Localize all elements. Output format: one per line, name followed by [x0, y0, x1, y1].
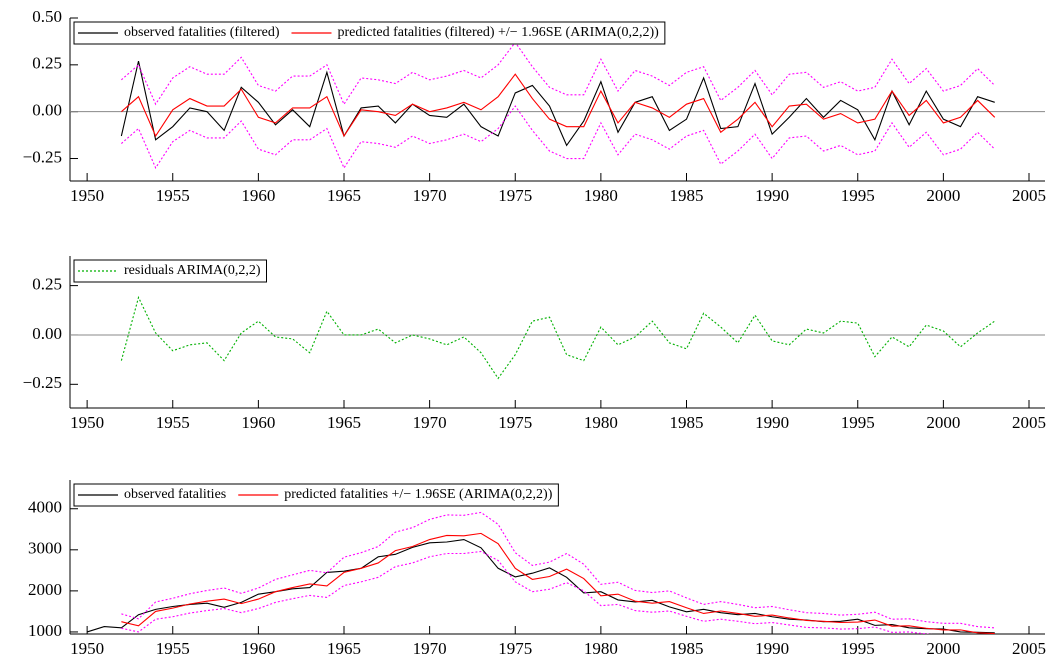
- x-tick-label: 1985: [670, 186, 704, 205]
- legend: residuals ARIMA(0,2,2): [73, 259, 267, 283]
- y-tick-label: 0.00: [32, 324, 62, 343]
- x-tick-label: 1975: [498, 639, 532, 658]
- panel: 1000 2000 3000 4000 1950 1955 1960 1965 1970 1975…: [28, 480, 1046, 658]
- plot-area: [120, 295, 996, 380]
- series-line: [121, 105, 996, 170]
- series-line: [121, 550, 933, 634]
- x-tick-label: 1980: [584, 413, 618, 432]
- x-tick-label: 1995: [841, 639, 875, 658]
- y-tick-label: 0.50: [32, 7, 62, 26]
- x-tick-label: 1990: [755, 639, 789, 658]
- x-tick-label: 2000: [926, 639, 960, 658]
- series-line: [120, 295, 996, 380]
- legend-box: [73, 259, 267, 283]
- y-tick-label: −0.25: [23, 147, 62, 166]
- x-tick-label: 1990: [755, 413, 789, 432]
- x-tick-label: 1960: [241, 186, 275, 205]
- x-tick-label: 2005: [1012, 186, 1046, 205]
- series-line: [120, 60, 995, 147]
- y-tick-label: 4000: [28, 498, 62, 517]
- panel: −0.25 0.00 0.25 1950 1955 1960 1965 1970 1975 198…: [23, 256, 1046, 432]
- y-tick-label: 1000: [28, 621, 62, 640]
- x-tick-label: 1965: [327, 186, 361, 205]
- y-tick-label: 3000: [28, 539, 62, 558]
- x-tick-label: 1995: [841, 186, 875, 205]
- x-tick-label: 2000: [926, 413, 960, 432]
- x-tick-label: 2005: [1012, 639, 1046, 658]
- y-tick-label: 2000: [28, 580, 62, 599]
- series-line: [86, 538, 995, 634]
- x-tick-label: 1970: [413, 186, 447, 205]
- x-tick-label: 1970: [413, 413, 447, 432]
- x-tick-label: 2005: [1012, 413, 1046, 432]
- legend-box: [73, 21, 666, 45]
- y-tick-label: 0.25: [32, 54, 62, 73]
- y-tick-label: −0.25: [23, 373, 62, 392]
- legend: observed fatalities (filtered) predicted …: [73, 21, 666, 45]
- y-tick-label: 0.25: [32, 275, 62, 294]
- series-line: [121, 41, 996, 106]
- x-tick-label: 1985: [670, 639, 704, 658]
- legend-label: observed fatalities: [124, 487, 226, 502]
- x-tick-label: 1980: [584, 186, 618, 205]
- legend-box: [73, 483, 559, 507]
- panel: −0.25 0.00 0.25 0.50 1950 1955 1960 1965 1970 197…: [23, 7, 1046, 205]
- x-tick-label: 1990: [755, 186, 789, 205]
- x-tick-label: 1950: [70, 413, 104, 432]
- series-line: [121, 73, 996, 138]
- x-tick-label: 2000: [926, 186, 960, 205]
- x-tick-label: 1975: [498, 186, 532, 205]
- x-tick-label: 1950: [70, 186, 104, 205]
- x-tick-label: 1995: [841, 413, 875, 432]
- legend-label: residuals ARIMA(0,2,2): [124, 263, 261, 278]
- series-line: [121, 511, 995, 629]
- legend-label: predicted fatalities +/− 1.96SE (ARIMA(0…: [284, 487, 552, 502]
- legend: observed fatalities predicted fatalities …: [73, 483, 559, 507]
- legend-label: predicted fatalities (filtered) +/− 1.96…: [337, 25, 659, 40]
- x-tick-label: 1965: [327, 639, 361, 658]
- plot-area: [120, 41, 996, 170]
- x-tick-label: 1980: [584, 639, 618, 658]
- x-tick-label: 1955: [156, 639, 190, 658]
- plot-area: [86, 511, 995, 634]
- legend-label: observed fatalities (filtered): [124, 25, 280, 40]
- x-tick-label: 1965: [327, 413, 361, 432]
- x-tick-label: 1960: [241, 639, 275, 658]
- x-tick-label: 1950: [70, 639, 104, 658]
- x-tick-label: 1955: [156, 413, 190, 432]
- y-tick-label: 0.00: [32, 101, 62, 120]
- x-tick-label: 1985: [670, 413, 704, 432]
- x-tick-label: 1975: [498, 413, 532, 432]
- x-tick-label: 1955: [156, 186, 190, 205]
- series-line: [121, 532, 995, 634]
- x-tick-label: 1960: [241, 413, 275, 432]
- x-tick-label: 1970: [413, 639, 447, 658]
